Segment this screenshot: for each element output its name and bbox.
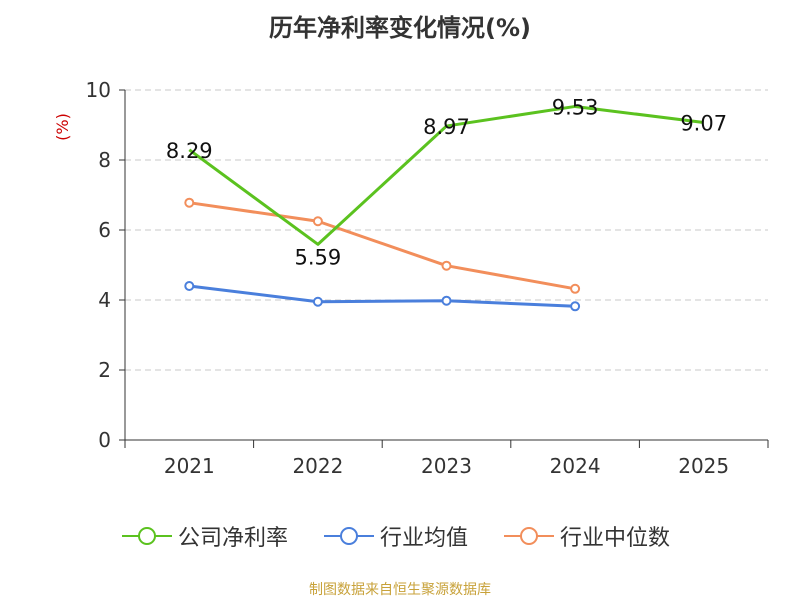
data-point-industry-median [184,197,195,208]
data-point-industry-average [312,296,323,307]
series-layer [184,104,704,312]
y-tick-label: 2 [98,358,111,382]
data-label: 8.29 [166,139,213,163]
y-tick-label: 6 [98,218,111,242]
chart-title: 历年净利率变化情况(%) [269,14,531,42]
x-tick-label: 2022 [292,454,343,478]
y-tick-label: 10 [86,78,111,102]
series-line-company-net-margin [188,104,704,246]
y-axis-label: (%) [53,113,72,141]
x-tick-label: 2021 [164,454,215,478]
data-point-industry-median [570,283,581,294]
data-source-note: 制图数据来自恒生聚源数据库 [309,582,491,598]
y-tick-label: 4 [98,288,111,312]
legend-label: 行业均值 [380,526,469,551]
y-tick-label: 8 [98,148,111,172]
axis-layer: 0 2 4 6 8 10 2021 2022 2023 2024 2025 [86,78,769,478]
legend-marker-industry-median [504,527,554,545]
x-tick-label: 2025 [678,454,729,478]
series-line-industry-median [189,201,576,291]
legend-label: 公司净利率 [178,526,289,551]
data-point-industry-average [441,295,452,306]
data-point-industry-average [184,281,195,291]
legend-item-company-net-margin[interactable]: 公司净利率 [122,520,288,552]
legend-item-industry-average[interactable]: 行业均值 [324,520,468,552]
legend-item-industry-median[interactable]: 行业中位数 [504,520,670,552]
y-tick-label: 0 [98,428,111,452]
data-point-industry-average [570,301,581,312]
legend-marker-industry-average [324,527,374,545]
legend-marker-company-net-margin [122,527,172,545]
data-label-layer: 8.29 5.59 8.97 9.53 9.07 [166,95,727,269]
data-label: 9.07 [680,112,727,136]
x-tick-label: 2023 [421,454,472,478]
data-label: 9.53 [552,95,599,119]
data-label: 5.59 [295,245,342,269]
legend-label: 行业中位数 [560,526,671,551]
series-line-industry-average [189,284,576,308]
data-point-industry-median [312,216,323,227]
data-label: 8.97 [423,115,470,139]
x-tick-label: 2024 [550,454,601,478]
data-point-industry-median [441,260,452,271]
